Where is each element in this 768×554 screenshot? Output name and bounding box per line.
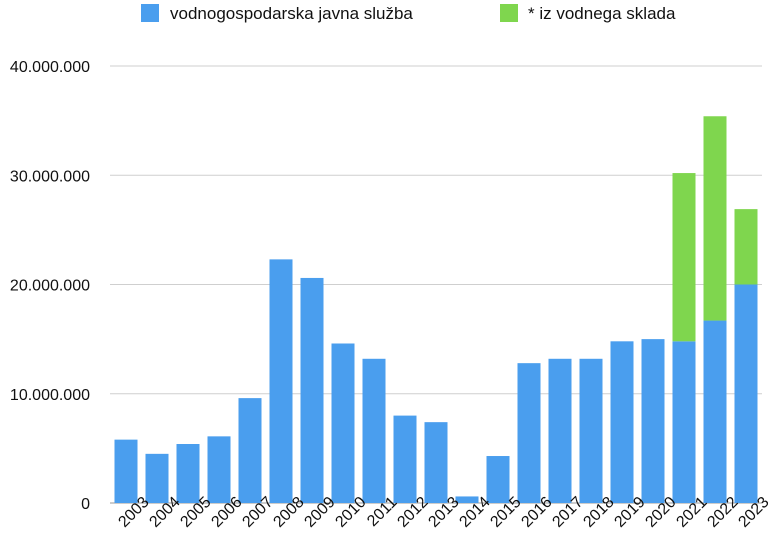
y-tick-label: 40.000.000 [10,59,90,76]
bar-javna-sluzba-2012 [393,415,417,503]
bars [114,116,758,503]
bar-javna-sluzba-2013 [424,422,448,503]
y-tick-label: 10.000.000 [10,387,90,404]
bar-vodni-sklad-2022 [703,116,727,321]
bar-javna-sluzba-2009 [300,277,324,503]
legend-swatch-blue [141,4,159,22]
bar-javna-sluzba-2022 [703,320,727,503]
legend-label-green: * iz vodnega sklada [528,4,676,23]
bar-javna-sluzba-2007 [238,398,262,503]
bar-javna-sluzba-2006 [207,436,231,503]
bar-javna-sluzba-2003 [114,439,138,503]
y-tick-label: 20.000.000 [10,278,90,295]
legend: vodnogospodarska javna služba * iz vodne… [141,4,676,23]
bar-javna-sluzba-2008 [269,259,293,503]
bar-javna-sluzba-2016 [517,363,541,503]
legend-swatch-green [500,4,518,22]
bar-vodni-sklad-2021 [672,173,696,342]
bar-javna-sluzba-2015 [486,456,510,503]
bar-javna-sluzba-2010 [331,343,355,503]
bar-javna-sluzba-2020 [641,339,665,503]
bar-javna-sluzba-2018 [579,358,603,503]
bar-javna-sluzba-2021 [672,341,696,503]
bar-javna-sluzba-2017 [548,358,572,503]
y-tick-label: 0 [81,496,90,513]
bar-javna-sluzba-2011 [362,358,386,503]
y-axis-labels: 0 10.000.000 20.000.000 30.000.000 40.000.00… [10,59,90,513]
bar-javna-sluzba-2005 [176,444,200,503]
y-tick-label: 30.000.000 [10,168,90,185]
bar-javna-sluzba-2004 [145,453,169,503]
legend-label-blue: vodnogospodarska javna služba [170,4,413,23]
bar-javna-sluzba-2023 [734,284,758,503]
bar-vodni-sklad-2023 [734,209,758,285]
bar-javna-sluzba-2014 [455,496,479,503]
bar-javna-sluzba-2019 [610,341,634,503]
